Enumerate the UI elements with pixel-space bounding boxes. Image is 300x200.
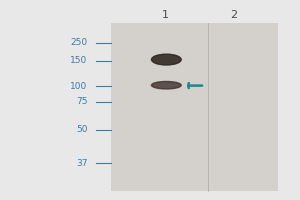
- Text: 250: 250: [70, 38, 88, 47]
- Text: 2: 2: [230, 10, 237, 20]
- Text: 50: 50: [76, 125, 88, 134]
- Text: 75: 75: [76, 97, 88, 106]
- Bar: [111, 23, 278, 191]
- Text: 100: 100: [70, 82, 88, 91]
- Ellipse shape: [152, 54, 181, 65]
- Ellipse shape: [152, 81, 181, 89]
- Text: 150: 150: [70, 56, 88, 65]
- Text: 37: 37: [76, 159, 88, 168]
- Text: 1: 1: [161, 10, 168, 20]
